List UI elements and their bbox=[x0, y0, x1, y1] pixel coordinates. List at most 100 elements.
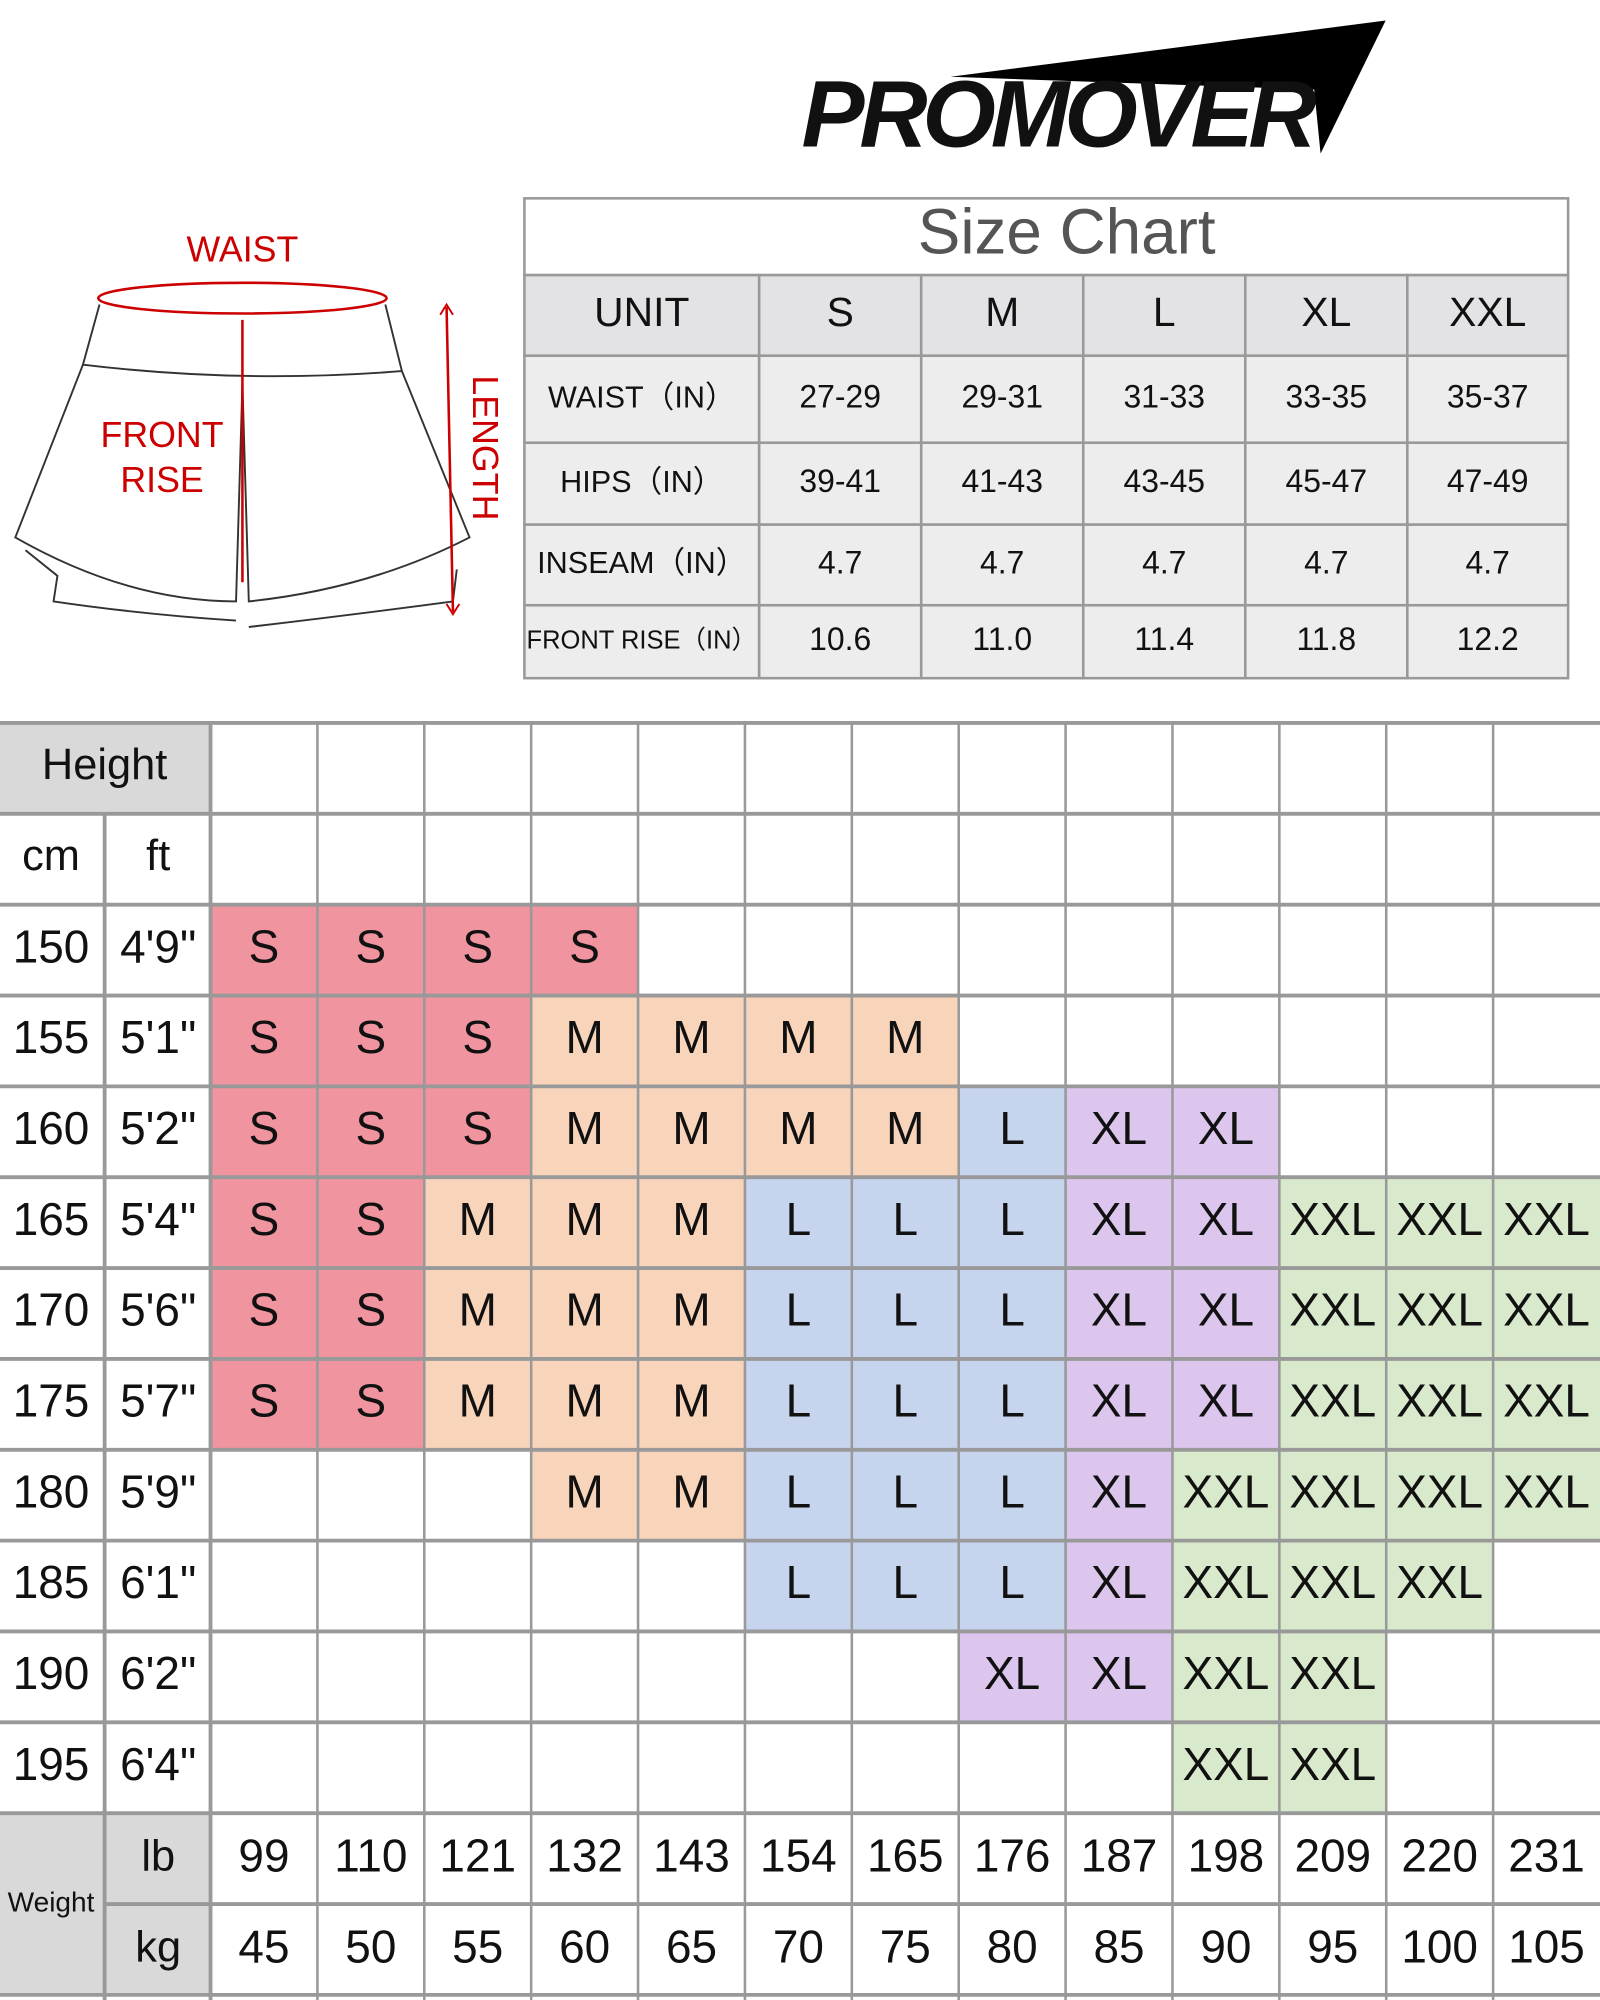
size-cell bbox=[1493, 1358, 1600, 1450]
size-cell bbox=[1386, 1540, 1494, 1632]
ft-value: 6'1" bbox=[120, 1556, 196, 1608]
size-value: S bbox=[356, 1011, 387, 1063]
size-cell bbox=[1065, 1358, 1173, 1450]
size-cell bbox=[531, 1086, 639, 1178]
size-value: M bbox=[459, 1284, 497, 1336]
ft-value: 5'9" bbox=[120, 1465, 196, 1517]
size-value: S bbox=[569, 920, 600, 972]
size-value: S bbox=[356, 1284, 387, 1336]
logo: PROMOVER bbox=[801, 20, 1386, 168]
lb-value: 176 bbox=[974, 1829, 1051, 1881]
size-cell bbox=[851, 1540, 959, 1632]
kg-value: 60 bbox=[559, 1920, 610, 1972]
table-value: 27-29 bbox=[799, 379, 881, 415]
size-cell bbox=[317, 1268, 425, 1359]
size-value: L bbox=[786, 1465, 812, 1517]
size-value: XXL bbox=[1396, 1193, 1483, 1245]
header-cell bbox=[523, 273, 761, 358]
size-value: M bbox=[672, 1465, 710, 1517]
size-value: S bbox=[249, 1011, 280, 1063]
size-cell bbox=[1172, 1722, 1280, 1814]
size-value: L bbox=[786, 1193, 812, 1245]
size-cell bbox=[1279, 1631, 1387, 1723]
size-cell bbox=[210, 1268, 318, 1359]
table-value: 11.0 bbox=[972, 621, 1032, 657]
size-table: Size Chart UNIT S M L XL XXL WAIST（IN） 27-29 29-3… bbox=[523, 196, 1570, 680]
size-cell bbox=[744, 1268, 852, 1359]
lb-value: 220 bbox=[1401, 1829, 1478, 1881]
lb-value: 198 bbox=[1188, 1829, 1265, 1881]
size-cell bbox=[638, 1449, 745, 1541]
size-cell bbox=[1493, 1268, 1600, 1359]
table-cell bbox=[757, 603, 923, 680]
cm-value: 160 bbox=[13, 1102, 90, 1154]
table-value: 4.7 bbox=[980, 544, 1024, 580]
cm-label: cm bbox=[22, 832, 80, 880]
size-cell bbox=[210, 1358, 318, 1450]
size-value: M bbox=[779, 1102, 817, 1154]
size-value: S bbox=[462, 1102, 493, 1154]
size-value: XXL bbox=[1183, 1738, 1270, 1790]
size-cell bbox=[1386, 1449, 1494, 1541]
table-value: 39-41 bbox=[799, 463, 881, 499]
size-value: XL bbox=[1198, 1102, 1254, 1154]
table-title: Size Chart bbox=[918, 196, 1216, 268]
size-cell bbox=[1065, 1177, 1173, 1269]
size-cell bbox=[851, 995, 959, 1087]
size-cell bbox=[317, 1177, 425, 1269]
kg-value: 105 bbox=[1508, 1920, 1585, 1972]
length-label: LENGTH bbox=[465, 375, 505, 520]
size-cell bbox=[531, 1177, 639, 1269]
size-cell bbox=[958, 1540, 1066, 1632]
size-value: XL bbox=[1091, 1284, 1147, 1336]
table-cell bbox=[1081, 354, 1247, 445]
cm-value: 150 bbox=[13, 920, 90, 972]
weight-label: Weight bbox=[8, 1886, 95, 1917]
row-label: HIPS（IN） bbox=[560, 465, 723, 499]
size-cell bbox=[638, 1358, 745, 1450]
size-cell bbox=[744, 1358, 852, 1450]
size-value: L bbox=[892, 1284, 918, 1336]
front-rise-label: FRONT bbox=[101, 415, 224, 455]
size-value: M bbox=[672, 1011, 710, 1063]
cm-value: 165 bbox=[13, 1193, 90, 1245]
table-cell bbox=[919, 603, 1085, 680]
size-value: M bbox=[565, 1011, 603, 1063]
size-cell bbox=[958, 1449, 1066, 1541]
size-cell bbox=[744, 1540, 852, 1632]
table-value: 31-33 bbox=[1123, 379, 1205, 415]
size-value: S bbox=[249, 1284, 280, 1336]
logo-text: PROMOVER bbox=[801, 61, 1316, 167]
ft-value: 5'4" bbox=[120, 1193, 196, 1245]
cm-value: 180 bbox=[13, 1465, 90, 1517]
size-value: L bbox=[892, 1556, 918, 1608]
size-value: L bbox=[786, 1374, 812, 1426]
ft-value: 6'2" bbox=[120, 1647, 196, 1699]
size-value: XXL bbox=[1503, 1284, 1590, 1336]
size-value: M bbox=[565, 1284, 603, 1336]
size-value: M bbox=[886, 1011, 924, 1063]
size-cell bbox=[210, 995, 318, 1087]
lb-value: 165 bbox=[867, 1829, 944, 1881]
height-label: Height bbox=[42, 741, 167, 789]
size-value: L bbox=[892, 1465, 918, 1517]
row-label: INSEAM（IN） bbox=[537, 546, 746, 580]
size-cell bbox=[1172, 1358, 1280, 1450]
cm-value: 175 bbox=[13, 1374, 90, 1426]
size-cell bbox=[958, 1268, 1066, 1359]
table-cell bbox=[523, 354, 761, 445]
size-value: XL bbox=[1091, 1465, 1147, 1517]
size-cell bbox=[210, 1086, 318, 1178]
size-value: L bbox=[999, 1102, 1025, 1154]
table-cell bbox=[1244, 354, 1409, 445]
lb-value: 154 bbox=[760, 1829, 837, 1881]
size-value: S bbox=[249, 920, 280, 972]
size-cell bbox=[851, 1268, 959, 1359]
table-cell bbox=[523, 441, 761, 526]
kg-value: 90 bbox=[1200, 1920, 1251, 1972]
size-cell bbox=[1172, 1631, 1280, 1723]
size-value: M bbox=[565, 1102, 603, 1154]
table-value: 12.2 bbox=[1457, 621, 1519, 657]
table-value: 4.7 bbox=[1304, 544, 1348, 580]
size-value: XXL bbox=[1183, 1647, 1270, 1699]
